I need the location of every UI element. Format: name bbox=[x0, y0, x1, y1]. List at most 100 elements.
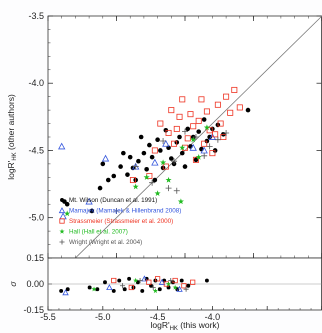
data-point bbox=[171, 140, 178, 147]
data-point bbox=[187, 111, 194, 118]
legend-entry-label: Mt. Wilson (Duncan et al. 1991) bbox=[69, 197, 157, 204]
y-label-main: logR' bbox=[6, 160, 16, 179]
data-point bbox=[185, 126, 191, 132]
resid-data-point bbox=[172, 284, 178, 290]
data-point bbox=[85, 197, 93, 205]
data-point bbox=[220, 133, 227, 140]
data-point bbox=[177, 134, 182, 140]
resid-data-point bbox=[176, 285, 183, 292]
data-point bbox=[193, 157, 199, 163]
data-point bbox=[173, 187, 180, 194]
data-point bbox=[206, 127, 213, 134]
data-point bbox=[89, 208, 95, 214]
x-label-rest: (this work) bbox=[178, 320, 220, 330]
resid-data-point bbox=[146, 279, 152, 285]
resid-data-point bbox=[117, 278, 122, 283]
data-point bbox=[236, 104, 243, 111]
data-point bbox=[192, 134, 199, 140]
resid-data-point bbox=[111, 277, 117, 284]
data-point bbox=[184, 135, 191, 142]
data-point bbox=[132, 163, 139, 170]
data-point bbox=[165, 176, 172, 183]
data-point bbox=[198, 96, 205, 103]
resid-data-point bbox=[186, 283, 191, 288]
resid-data-point bbox=[65, 287, 70, 292]
legend-marker bbox=[59, 239, 65, 245]
resid-data-point bbox=[157, 287, 162, 292]
data-point bbox=[203, 124, 210, 131]
y-label-rest: (other authors) bbox=[6, 94, 16, 152]
data-point bbox=[182, 164, 188, 169]
resid-data-point bbox=[91, 286, 97, 292]
resid-data-point bbox=[103, 280, 107, 285]
data-point bbox=[141, 150, 147, 156]
data-point bbox=[151, 147, 158, 154]
resid-data-point bbox=[183, 286, 189, 292]
data-point bbox=[143, 174, 150, 180]
data-point bbox=[190, 136, 197, 143]
data-point bbox=[113, 207, 120, 214]
data-point bbox=[201, 117, 207, 122]
data-point bbox=[173, 125, 180, 132]
resid-data-point bbox=[179, 278, 184, 283]
data-point bbox=[58, 142, 66, 150]
data-point bbox=[201, 140, 208, 147]
data-point bbox=[158, 148, 163, 153]
data-point bbox=[217, 120, 224, 127]
data-point bbox=[196, 129, 201, 134]
data-point bbox=[165, 129, 172, 136]
data-point bbox=[118, 164, 123, 169]
series-strassmeier-strassmeier-et-al-2000 bbox=[129, 86, 243, 184]
resid-data-point bbox=[111, 288, 116, 293]
main-y-tick-label: -3.5 bbox=[28, 11, 44, 21]
resid-data-point bbox=[95, 287, 100, 292]
data-point bbox=[227, 109, 234, 116]
data-point bbox=[179, 150, 185, 156]
series-wright-wright-et-al-2004 bbox=[113, 128, 230, 214]
data-point bbox=[149, 179, 156, 186]
main-y-tick-label: -4.0 bbox=[28, 78, 44, 88]
data-point bbox=[162, 139, 170, 147]
series-hall-hall-et-al-2007 bbox=[64, 124, 210, 217]
residual-panel: 0.15 0.00 -0.15-5.5 -5.0 -4.5 -4.0 σ logR'HK (t… bbox=[8, 253, 322, 332]
data-point bbox=[157, 120, 164, 127]
data-point bbox=[101, 154, 110, 162]
data-point bbox=[195, 153, 202, 160]
resid-data-point bbox=[135, 280, 140, 285]
legend-entry-label: Mamajek (Mamajek & Hillenbrand 2008) bbox=[69, 208, 181, 215]
main-y-axis-label: logR'HK (other authors) bbox=[6, 94, 18, 180]
data-point bbox=[195, 117, 202, 124]
resid-data-point bbox=[128, 284, 134, 291]
main-panel: -3.5 -4.0 -4.5 -5.0 Mt. Wilson (Duncan et al… bbox=[6, 11, 322, 259]
resid-x-tick-label: -4.0 bbox=[205, 312, 221, 322]
resid-series-hall-hall-et-al-2007 bbox=[91, 277, 178, 294]
data-point bbox=[125, 172, 130, 177]
resid-y-tick-label: -0.15 bbox=[23, 305, 44, 315]
data-point bbox=[129, 177, 136, 184]
data-point bbox=[151, 158, 159, 166]
resid-series-mamajek-mamajek-hillenbrand-2008 bbox=[62, 275, 183, 296]
data-point bbox=[160, 159, 167, 166]
data-point bbox=[190, 123, 197, 130]
resid-data-point bbox=[158, 278, 166, 285]
resid-data-point bbox=[150, 284, 156, 291]
data-point bbox=[105, 177, 111, 183]
legend-marker bbox=[59, 218, 65, 224]
resid-data-point bbox=[137, 277, 143, 284]
data-point bbox=[171, 158, 178, 165]
data-point bbox=[154, 190, 161, 197]
resid-data-point bbox=[119, 283, 126, 289]
data-point bbox=[132, 183, 139, 190]
data-point bbox=[121, 150, 126, 156]
legend-entry-label: Strassmeier (Strassmeier et al. 2000) bbox=[69, 218, 173, 225]
data-point bbox=[182, 128, 188, 135]
data-point bbox=[152, 177, 158, 183]
data-point bbox=[223, 129, 230, 136]
legend-marker bbox=[59, 228, 65, 234]
resid-data-point bbox=[141, 275, 148, 282]
resid-data-point bbox=[122, 287, 127, 292]
resid-data-point bbox=[204, 278, 209, 283]
resid-x-tick-label: -4.5 bbox=[150, 312, 166, 322]
